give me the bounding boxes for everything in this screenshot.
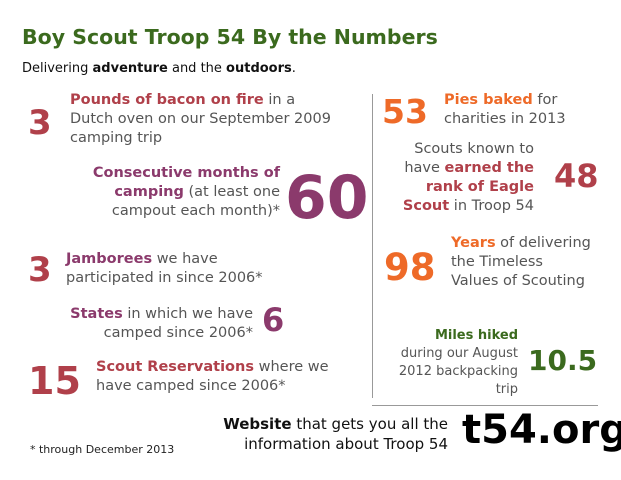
page-title: Boy Scout Troop 54 By the Numbers <box>22 25 438 49</box>
stat-states-number: 6 <box>262 301 285 339</box>
stat-reservations-text: Scout Reservations where we have camped … <box>96 358 341 396</box>
stat-jamborees-desc: we have participated in since 2006* <box>66 251 263 286</box>
subtitle-text-1: Delivering <box>22 61 93 76</box>
website-bold: Website <box>223 415 292 433</box>
website-description: Website that gets you all the informatio… <box>200 414 448 454</box>
stat-pies-desc: for charities in 2013 <box>444 92 566 127</box>
stat-miles-number: 10.5 <box>528 344 598 377</box>
stat-months-bold: Consecutive months of camping <box>92 165 280 200</box>
vertical-divider <box>372 94 373 398</box>
stat-years-text: Years of delivering the Timeless Values … <box>451 234 591 291</box>
subtitle-bold-adventure: adventure <box>92 61 168 76</box>
stat-miles-desc: during our August 2012 backpacking trip <box>398 346 518 397</box>
stat-bacon-bold: Pounds of bacon on fire <box>70 92 264 108</box>
website-text: that gets you all the information about … <box>244 415 448 453</box>
stat-eagle-text: Scouts known to have earned the rank of … <box>386 140 534 216</box>
subtitle-bold-outdoors: outdoors <box>226 61 292 76</box>
stat-eagle-bold: earned the rank of Eagle Scout <box>402 160 534 214</box>
footnote: * through December 2013 <box>30 443 175 456</box>
stat-bacon-text: Pounds of bacon on fire in a Dutch oven … <box>70 91 335 148</box>
stat-eagle-desc: in Troop 54 <box>449 198 534 214</box>
stat-jamborees-bold: Jamborees <box>66 251 153 267</box>
stat-miles-text: Miles hiked during our August 2012 backpa… <box>382 327 518 399</box>
stat-miles-bold: Miles hiked <box>434 328 518 343</box>
stat-months-desc: (at least one campout each month)* <box>111 184 280 219</box>
stat-pies-bold: Pies baked <box>444 92 533 108</box>
stat-reservations-desc: where we have camped since 2006* <box>96 359 329 394</box>
stat-months-text: Consecutive months of camping (at least … <box>58 164 280 221</box>
stat-years-bold: Years <box>451 235 496 251</box>
stat-jamborees-text: Jamborees we have participated in since … <box>66 250 306 288</box>
stat-pies-text: Pies baked for charities in 2013 <box>444 91 604 129</box>
stat-reservations-number: 15 <box>28 359 81 403</box>
stat-months-number: 60 <box>285 163 369 233</box>
page-subtitle: Delivering adventure and the outdoors. <box>22 61 296 76</box>
stat-pies-number: 53 <box>382 92 428 131</box>
stat-states-text: States in which we have camped since 200… <box>48 305 253 343</box>
stat-reservations-bold: Scout Reservations <box>96 359 254 375</box>
stat-bacon-number: 3 <box>28 103 52 143</box>
subtitle-text-3: . <box>291 61 296 76</box>
stat-years-desc: of delivering the Timeless Values of Sco… <box>451 235 591 289</box>
horizontal-divider <box>372 405 598 406</box>
subtitle-text-2: and the <box>167 61 227 76</box>
stat-states-bold: States <box>70 306 123 322</box>
stat-years-number: 98 <box>384 246 436 289</box>
stat-jamborees-number: 3 <box>28 250 52 290</box>
stat-states-desc: in which we have camped since 2006* <box>103 306 253 341</box>
stat-bacon-desc: in a Dutch oven on our September 2009 ca… <box>70 92 331 146</box>
stat-eagle-pre: Scouts known to have <box>404 141 534 176</box>
website-url-link[interactable]: t54.org <box>462 407 621 453</box>
stat-eagle-number: 48 <box>554 157 599 195</box>
